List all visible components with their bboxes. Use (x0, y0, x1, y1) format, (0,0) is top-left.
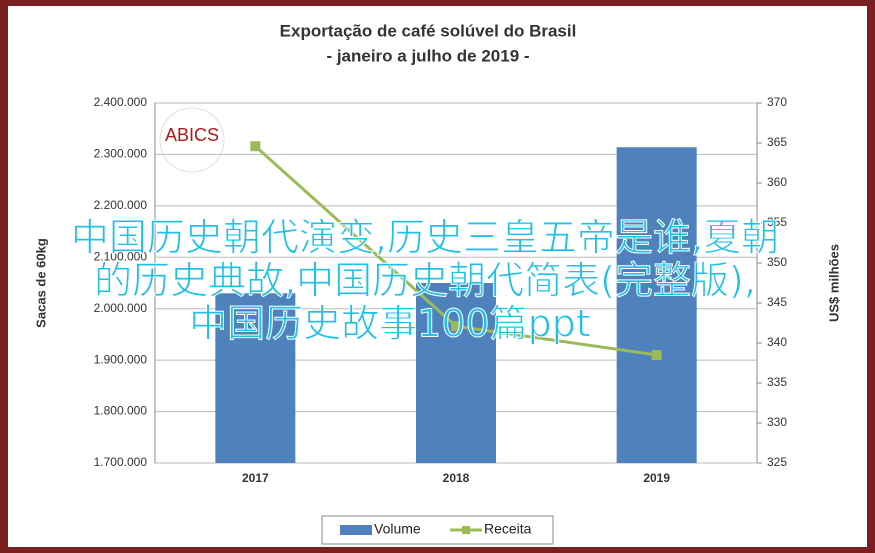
line-marker (250, 141, 261, 152)
chart-title: Exportação de café solúvel do Brasil (280, 21, 577, 40)
bar (215, 293, 296, 463)
y2-tick-label: 345 (767, 295, 787, 309)
y-tick-label: 1.700.000 (94, 455, 148, 469)
logo: ABICS (165, 125, 219, 145)
x-tick-label: 2019 (643, 471, 670, 485)
legend-swatch (462, 526, 470, 534)
y2-tick-label: 330 (767, 415, 787, 429)
x-tick-label: 2017 (242, 471, 269, 485)
y-tick-label: 1.800.000 (94, 404, 148, 418)
overlay-text: 的历史典故,中国历史朝代简表(完整版), (94, 259, 756, 303)
chart-subtitle: - janeiro a julho de 2019 - (326, 46, 529, 65)
legend-label: Volume (374, 521, 421, 537)
y-tick-label: 1.900.000 (94, 352, 148, 366)
legend-label: Receita (484, 521, 532, 537)
y-tick-label: 2.200.000 (94, 198, 148, 212)
y2-tick-label: 360 (767, 175, 787, 189)
y2-axis-label: US$ milhões (826, 244, 841, 322)
bar (416, 283, 496, 463)
y2-tick-label: 355 (767, 215, 787, 229)
y-tick-label: 2.400.000 (94, 95, 148, 109)
y-axis-label: Sacas de 60kg (33, 238, 48, 328)
y2-tick-label: 335 (767, 375, 787, 389)
overlay-text: 中国历史故事100篇ppt (189, 302, 591, 346)
legend-box (321, 515, 554, 545)
y2-tick-label: 325 (767, 455, 787, 469)
bar (616, 147, 697, 463)
overlay-text: 中国历史朝代演变,历史三皇五帝是谁,夏朝 (71, 216, 779, 260)
line-marker (451, 321, 461, 332)
y2-tick-label: 370 (767, 95, 787, 109)
legend-swatch (340, 525, 372, 535)
y2-tick-label: 350 (767, 255, 787, 269)
x-tick-label: 2018 (443, 471, 470, 485)
y-tick-label: 2.100.000 (94, 249, 148, 263)
y-tick-label: 2.000.000 (94, 301, 148, 315)
y-tick-label: 2.300.000 (94, 147, 148, 161)
y2-tick-label: 340 (767, 335, 787, 349)
line-marker (651, 350, 662, 360)
y2-tick-label: 365 (767, 135, 787, 149)
logo-badge (159, 107, 225, 173)
